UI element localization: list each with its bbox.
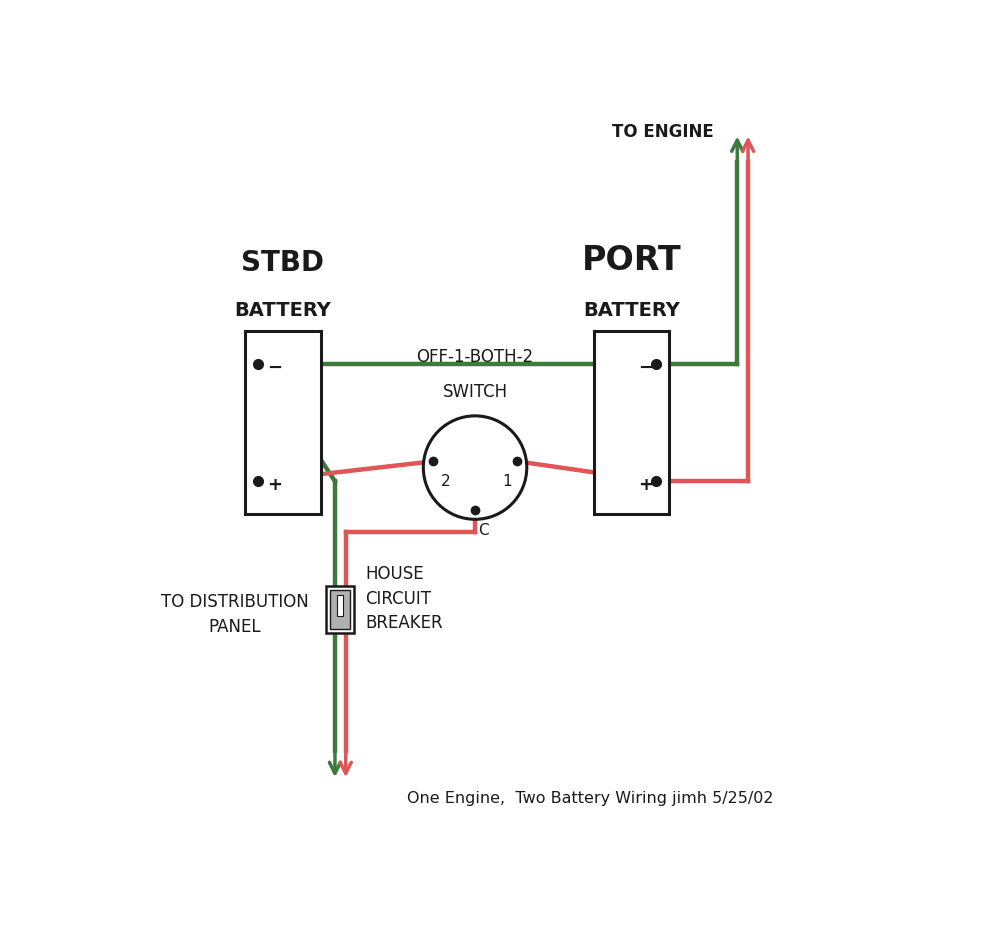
Text: PORT: PORT (581, 244, 681, 277)
Text: STBD: STBD (242, 249, 325, 277)
Text: OFF-1-BOTH-2: OFF-1-BOTH-2 (417, 348, 534, 366)
Bar (327, 586, 353, 633)
Text: One Engine,  Two Battery Wiring jimh 5/25/02: One Engine, Two Battery Wiring jimh 5/25… (407, 790, 773, 805)
Bar (594, 331, 669, 514)
Text: BATTERY: BATTERY (235, 301, 332, 320)
Text: 2: 2 (441, 474, 450, 489)
Circle shape (424, 416, 527, 520)
Text: TO DISTRIBUTION
PANEL: TO DISTRIBUTION PANEL (160, 593, 308, 636)
Text: +: + (639, 476, 653, 494)
Bar (338, 595, 343, 617)
Text: C: C (478, 522, 489, 538)
Text: HOUSE
CIRCUIT
BREAKER: HOUSE CIRCUIT BREAKER (365, 565, 443, 632)
Bar (330, 590, 350, 629)
Text: 1: 1 (503, 474, 512, 489)
Text: +: + (266, 476, 282, 494)
Text: BATTERY: BATTERY (583, 301, 680, 320)
Text: TO ENGINE: TO ENGINE (612, 123, 714, 141)
Bar (246, 331, 321, 514)
Text: −: − (639, 358, 653, 377)
Text: SWITCH: SWITCH (443, 383, 508, 401)
Text: −: − (266, 358, 282, 377)
